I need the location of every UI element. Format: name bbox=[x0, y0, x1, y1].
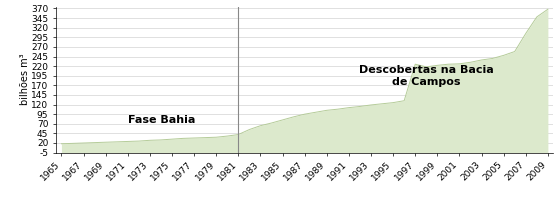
Text: Fase Bahia: Fase Bahia bbox=[128, 115, 195, 125]
Text: Descobertas na Bacia
de Campos: Descobertas na Bacia de Campos bbox=[359, 65, 494, 87]
Y-axis label: bilhões m³: bilhões m³ bbox=[20, 54, 30, 105]
